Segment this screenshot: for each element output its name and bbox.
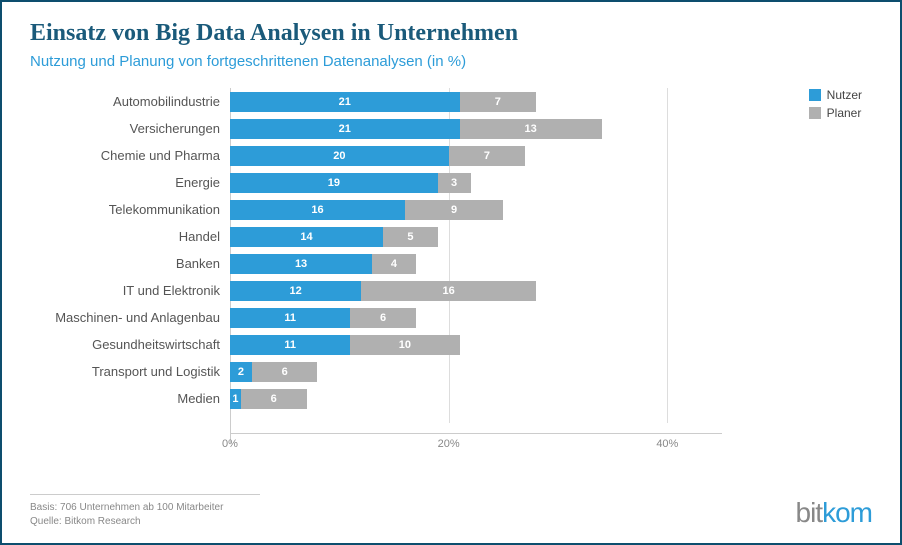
bar-row: Maschinen- und Anlagenbau116: [30, 304, 722, 331]
bar-row: Banken134: [30, 250, 722, 277]
bitkom-logo: bitkom: [796, 497, 872, 529]
bar-track: 116: [230, 308, 722, 328]
category-label: Automobilindustrie: [30, 94, 230, 109]
legend-swatch-nutzer: [809, 89, 821, 101]
category-label: IT und Elektronik: [30, 283, 230, 298]
footer-basis: Basis: 706 Unternehmen ab 100 Mitarbeite…: [30, 501, 260, 515]
bar-segment-nutzer: 14: [230, 227, 383, 247]
legend: Nutzer Planer: [809, 88, 862, 124]
bar-segment-nutzer: 13: [230, 254, 372, 274]
footer-notes: Basis: 706 Unternehmen ab 100 Mitarbeite…: [30, 494, 260, 529]
bar-row: Medien16: [30, 385, 722, 412]
bar-row: Transport und Logistik26: [30, 358, 722, 385]
bar-row: Handel145: [30, 223, 722, 250]
bar-row: Versicherungen2113: [30, 115, 722, 142]
footer: Basis: 706 Unternehmen ab 100 Mitarbeite…: [30, 494, 872, 529]
bar-segment-planer: 16: [361, 281, 536, 301]
header: Einsatz von Big Data Analysen in Unterne…: [2, 2, 900, 76]
legend-item-planer: Planer: [809, 106, 862, 120]
bar-track: 16: [230, 389, 722, 409]
bar-track: 145: [230, 227, 722, 247]
category-label: Handel: [30, 229, 230, 244]
bar-segment-nutzer: 1: [230, 389, 241, 409]
chart-area: Nutzer Planer Automobilindustrie217Versi…: [30, 88, 872, 463]
bar-segment-planer: 3: [438, 173, 471, 193]
bar-row: Gesundheitswirtschaft1110: [30, 331, 722, 358]
bar-segment-nutzer: 19: [230, 173, 438, 193]
bar-row: Telekommunikation169: [30, 196, 722, 223]
bar-segment-nutzer: 21: [230, 92, 460, 112]
bar-track: 193: [230, 173, 722, 193]
category-label: Gesundheitswirtschaft: [30, 337, 230, 352]
bar-segment-nutzer: 16: [230, 200, 405, 220]
x-axis: 0%20%40%: [230, 433, 722, 463]
bar-segment-nutzer: 11: [230, 335, 350, 355]
bar-segment-nutzer: 12: [230, 281, 361, 301]
bar-track: 134: [230, 254, 722, 274]
category-label: Energie: [30, 175, 230, 190]
bar-row: Automobilindustrie217: [30, 88, 722, 115]
category-label: Chemie und Pharma: [30, 148, 230, 163]
tick-label: 40%: [656, 438, 678, 450]
bar-row: Chemie und Pharma207: [30, 142, 722, 169]
bar-track: 207: [230, 146, 722, 166]
bar-segment-planer: 7: [460, 92, 537, 112]
bar-segment-planer: 10: [350, 335, 459, 355]
category-label: Telekommunikation: [30, 202, 230, 217]
logo-part-kom: kom: [822, 497, 872, 528]
bar-track: 1216: [230, 281, 722, 301]
bar-track: 26: [230, 362, 722, 382]
category-label: Banken: [30, 256, 230, 271]
bar-segment-planer: 6: [350, 308, 416, 328]
category-label: Maschinen- und Anlagenbau: [30, 310, 230, 325]
legend-label: Planer: [827, 106, 862, 120]
tick-label: 0%: [222, 438, 238, 450]
bar-segment-planer: 7: [449, 146, 526, 166]
bar-track: 1110: [230, 335, 722, 355]
bar-row: Energie193: [30, 169, 722, 196]
bar-track: 169: [230, 200, 722, 220]
bar-segment-planer: 13: [460, 119, 602, 139]
chart-title: Einsatz von Big Data Analysen in Unterne…: [30, 20, 872, 47]
category-label: Transport und Logistik: [30, 364, 230, 379]
tick-label: 20%: [438, 438, 460, 450]
bar-segment-planer: 6: [241, 389, 307, 409]
bar-segment-nutzer: 2: [230, 362, 252, 382]
bars-container: Automobilindustrie217Versicherungen2113C…: [30, 88, 722, 443]
chart-frame: Einsatz von Big Data Analysen in Unterne…: [0, 0, 902, 545]
bar-row: IT und Elektronik1216: [30, 277, 722, 304]
bar-track: 2113: [230, 119, 722, 139]
chart-subtitle: Nutzung und Planung von fortgeschrittene…: [30, 53, 872, 70]
footer-source: Quelle: Bitkom Research: [30, 515, 260, 529]
bar-segment-nutzer: 20: [230, 146, 449, 166]
bar-segment-planer: 5: [383, 227, 438, 247]
bar-segment-planer: 6: [252, 362, 318, 382]
bar-segment-nutzer: 11: [230, 308, 350, 328]
legend-swatch-planer: [809, 107, 821, 119]
logo-part-bit: bit: [796, 497, 823, 528]
bar-segment-planer: 9: [405, 200, 503, 220]
category-label: Medien: [30, 391, 230, 406]
category-label: Versicherungen: [30, 121, 230, 136]
legend-label: Nutzer: [827, 88, 862, 102]
legend-item-nutzer: Nutzer: [809, 88, 862, 102]
bar-segment-nutzer: 21: [230, 119, 460, 139]
bar-track: 217: [230, 92, 722, 112]
bar-segment-planer: 4: [372, 254, 416, 274]
